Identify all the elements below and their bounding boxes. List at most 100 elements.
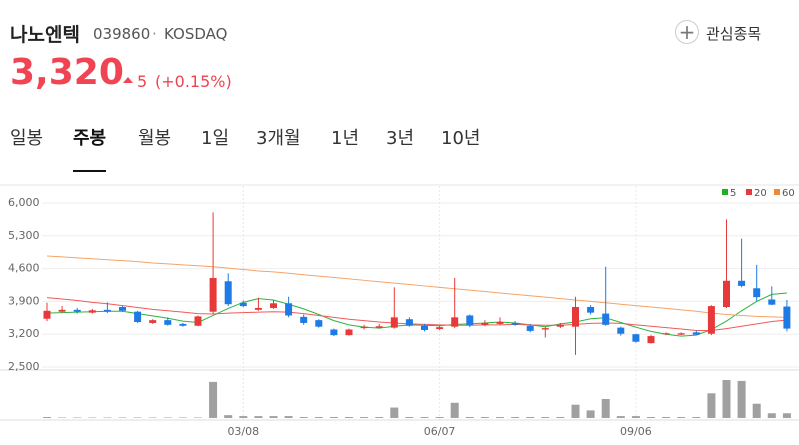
candle-body	[526, 325, 534, 331]
volume-bar	[254, 416, 263, 418]
candle-body	[466, 315, 474, 326]
volume-bar	[496, 417, 504, 418]
legend-swatch	[746, 189, 752, 195]
candle-body	[43, 310, 51, 319]
volume-bar	[722, 380, 731, 418]
volume-bar	[677, 417, 686, 418]
candle-body	[692, 332, 700, 335]
volume-bar	[390, 407, 399, 418]
candle-body	[738, 280, 746, 286]
candle-body	[209, 277, 217, 312]
candle-body	[149, 320, 157, 323]
volume-bar	[269, 416, 278, 418]
y-tick-label: 2,500	[8, 360, 40, 373]
volume-bar	[43, 417, 51, 418]
volume-bar	[314, 417, 323, 418]
candle-body	[88, 310, 96, 313]
candle-body	[405, 319, 413, 326]
volume-bar	[405, 417, 414, 418]
volume-bar	[511, 417, 520, 418]
x-tick-label: 06/07	[424, 425, 456, 438]
moving-average	[46, 297, 787, 331]
candle-body	[119, 307, 126, 311]
tab[interactable]: 월봉	[138, 128, 172, 149]
volume-bar	[692, 417, 701, 418]
tab[interactable]: 1일	[201, 128, 230, 149]
market: KOSDAQ	[164, 25, 228, 43]
volume-bar	[209, 381, 218, 418]
candle-body	[572, 307, 579, 327]
volume-bar	[782, 413, 791, 418]
candle-body	[315, 320, 323, 327]
candle-body	[587, 307, 595, 313]
candle-body	[723, 280, 730, 308]
volume-bar	[360, 417, 369, 418]
candle-body	[632, 334, 640, 342]
volume-bar	[345, 417, 353, 418]
volume-bar	[647, 417, 655, 418]
candle-body	[239, 302, 247, 307]
volume-bar	[465, 417, 474, 418]
moving-average	[46, 255, 787, 318]
candle-body	[481, 322, 489, 325]
volume-bar	[450, 402, 459, 418]
change-pct: (+0.15%)	[155, 72, 232, 91]
volume-bar	[375, 417, 384, 418]
legend-label: 5	[730, 188, 736, 199]
candle-body	[662, 333, 670, 335]
candle-body	[556, 324, 564, 327]
volume-bar	[284, 416, 293, 418]
candle-body	[330, 329, 338, 336]
up-arrow	[123, 77, 133, 83]
stock-name: 나노엔텍	[10, 24, 80, 46]
y-tick-label: 4,600	[8, 262, 40, 275]
candle-body	[496, 322, 504, 324]
moving-average	[46, 292, 787, 337]
candle-body	[300, 316, 308, 323]
y-tick-label: 5,300	[8, 229, 40, 242]
change: 5	[137, 72, 148, 91]
candle-body	[360, 326, 368, 329]
volume-bar	[767, 413, 776, 418]
candle-body	[783, 306, 791, 329]
tab[interactable]: 일봉	[10, 128, 44, 149]
volume-bar	[601, 399, 610, 418]
x-tick-label: 09/06	[620, 425, 652, 438]
tab[interactable]: 주봉	[73, 124, 107, 172]
candle-body	[451, 317, 459, 327]
legend-swatch	[722, 189, 728, 195]
volume-bar	[556, 417, 565, 418]
tab[interactable]: 3년	[386, 128, 415, 149]
volume-bar	[752, 403, 761, 418]
volume-bar	[616, 416, 625, 418]
candle-body	[285, 303, 293, 316]
candle-body	[270, 303, 277, 308]
plus-icon[interactable]: +	[675, 20, 699, 44]
stock-code: 039860	[93, 25, 151, 43]
tab[interactable]: 3개월	[256, 128, 301, 149]
y-tick-label: 3,900	[8, 294, 40, 307]
volume-bar	[662, 417, 671, 418]
watch-button[interactable]: 관심종목	[706, 25, 762, 43]
candle-body	[647, 336, 655, 344]
volume-bar	[329, 417, 338, 418]
volume-bar	[239, 416, 248, 418]
candle-body	[602, 313, 610, 325]
tab[interactable]: 1년	[331, 128, 360, 149]
candle-body	[541, 328, 549, 330]
volume-bar	[541, 417, 550, 418]
volume-bar	[480, 417, 489, 418]
x-tick-label: 03/08	[227, 425, 259, 438]
candle-body	[511, 322, 519, 325]
legend-label: 60	[782, 188, 795, 199]
volume-bar	[707, 393, 716, 418]
volume-bar	[435, 417, 444, 418]
candle-body	[390, 317, 398, 328]
candle-body	[164, 320, 172, 325]
candle-body	[375, 326, 383, 328]
legend-swatch	[774, 189, 780, 195]
volume-bar	[571, 404, 580, 418]
candle-body	[224, 281, 232, 305]
tab[interactable]: 10년	[441, 128, 481, 149]
